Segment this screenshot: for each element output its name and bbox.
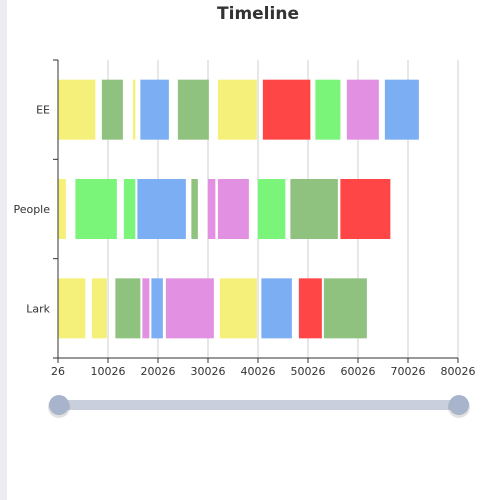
zoom-handle-end[interactable]	[449, 395, 469, 415]
timeline-bar[interactable]	[177, 79, 209, 140]
timeline-bar[interactable]	[207, 179, 216, 239]
x-tick-label: 30026	[191, 365, 226, 378]
x-tick-label: 10026	[91, 365, 126, 378]
timeline-bar[interactable]	[101, 79, 123, 140]
x-tick-label: 50026	[291, 365, 326, 378]
timeline-bar[interactable]	[140, 79, 169, 140]
timeline-bar[interactable]	[115, 278, 141, 339]
timeline-bar[interactable]	[151, 278, 163, 339]
timeline-bar[interactable]	[219, 278, 257, 339]
timeline-bars	[58, 79, 419, 339]
x-tick-label: 40026	[241, 365, 276, 378]
axes: Lark People EE 26 10026 20026 30026 40026 50026 6…	[13, 59, 476, 378]
timeline-bar[interactable]	[257, 179, 286, 239]
timeline-bar[interactable]	[75, 179, 117, 239]
timeline-bar[interactable]	[58, 79, 96, 140]
timeline-bar[interactable]	[91, 278, 107, 339]
timeline-bar[interactable]	[58, 278, 86, 339]
x-tick-label: 80026	[441, 365, 476, 378]
timeline-bar[interactable]	[340, 179, 391, 239]
y-tick-label: People	[13, 203, 50, 216]
timeline-bar[interactable]	[298, 278, 322, 339]
timeline-bar[interactable]	[315, 79, 341, 140]
timeline-bar[interactable]	[217, 79, 257, 140]
timeline-bar[interactable]	[290, 179, 338, 239]
timeline-bar[interactable]	[323, 278, 367, 339]
y-tick-label: EE	[36, 104, 50, 117]
zoom-handle-start[interactable]	[49, 395, 69, 415]
y-tick-label: Lark	[26, 302, 50, 315]
left-edge-strip	[0, 0, 7, 500]
chart-title: Timeline	[217, 4, 299, 24]
x-tick-label: 70026	[391, 365, 426, 378]
timeline-bar[interactable]	[58, 179, 66, 239]
timeline-bar[interactable]	[191, 179, 198, 239]
timeline-bar[interactable]	[165, 278, 214, 339]
timeline-bar[interactable]	[142, 278, 150, 339]
timeline-bar[interactable]	[384, 79, 419, 140]
x-tick-label: 60026	[341, 365, 376, 378]
data-zoom-slider[interactable]	[48, 395, 470, 418]
timeline-bar[interactable]	[123, 179, 136, 239]
timeline-bar[interactable]	[137, 179, 186, 239]
x-tick-label: 26	[51, 365, 65, 378]
timeline-bar[interactable]	[262, 79, 311, 140]
timeline-bar[interactable]	[132, 79, 136, 140]
timeline-bar[interactable]	[217, 179, 249, 239]
timeline-bar[interactable]	[261, 278, 292, 339]
timeline-bar[interactable]	[346, 79, 379, 140]
zoom-track[interactable]	[59, 400, 459, 410]
x-tick-label: 20026	[141, 365, 176, 378]
